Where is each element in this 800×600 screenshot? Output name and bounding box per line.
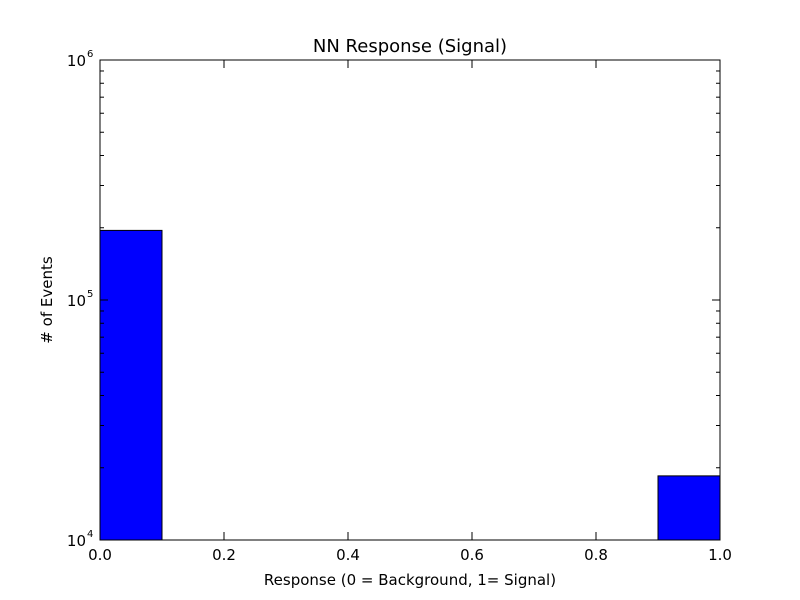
y-tick-label-base-2: 10 (67, 52, 86, 70)
x-tick-label-2: 0.4 (336, 546, 360, 564)
y-tick-label-base-1: 10 (67, 292, 86, 310)
histogram-bar-0 (99, 229, 163, 541)
x-tick-label-3: 0.6 (460, 546, 484, 564)
y-tick-label-exp-2: 6 (87, 49, 93, 60)
x-tick-labels: 0.0 0.2 0.4 0.6 0.8 1.0 (88, 546, 732, 564)
x-tick-label-5: 1.0 (708, 546, 732, 564)
histogram-bar-9 (657, 475, 721, 541)
bars-group (99, 229, 721, 541)
y-tick-label-exp-1: 5 (87, 289, 93, 300)
x-tick-label-0: 0.0 (88, 546, 112, 564)
plot-frame (99, 59, 721, 541)
x-axis-label: Response (0 = Background, 1= Signal) (264, 571, 556, 589)
chart-title: NN Response (Signal) (313, 36, 507, 57)
y-tick-label-base-0: 10 (67, 532, 86, 550)
x-tick-label-4: 0.8 (584, 546, 608, 564)
y-tick-label-exp-0: 4 (87, 529, 93, 540)
x-tick-label-1: 0.2 (212, 546, 236, 564)
ticks-group (99, 59, 721, 541)
y-axis-label: # of Events (38, 256, 56, 344)
